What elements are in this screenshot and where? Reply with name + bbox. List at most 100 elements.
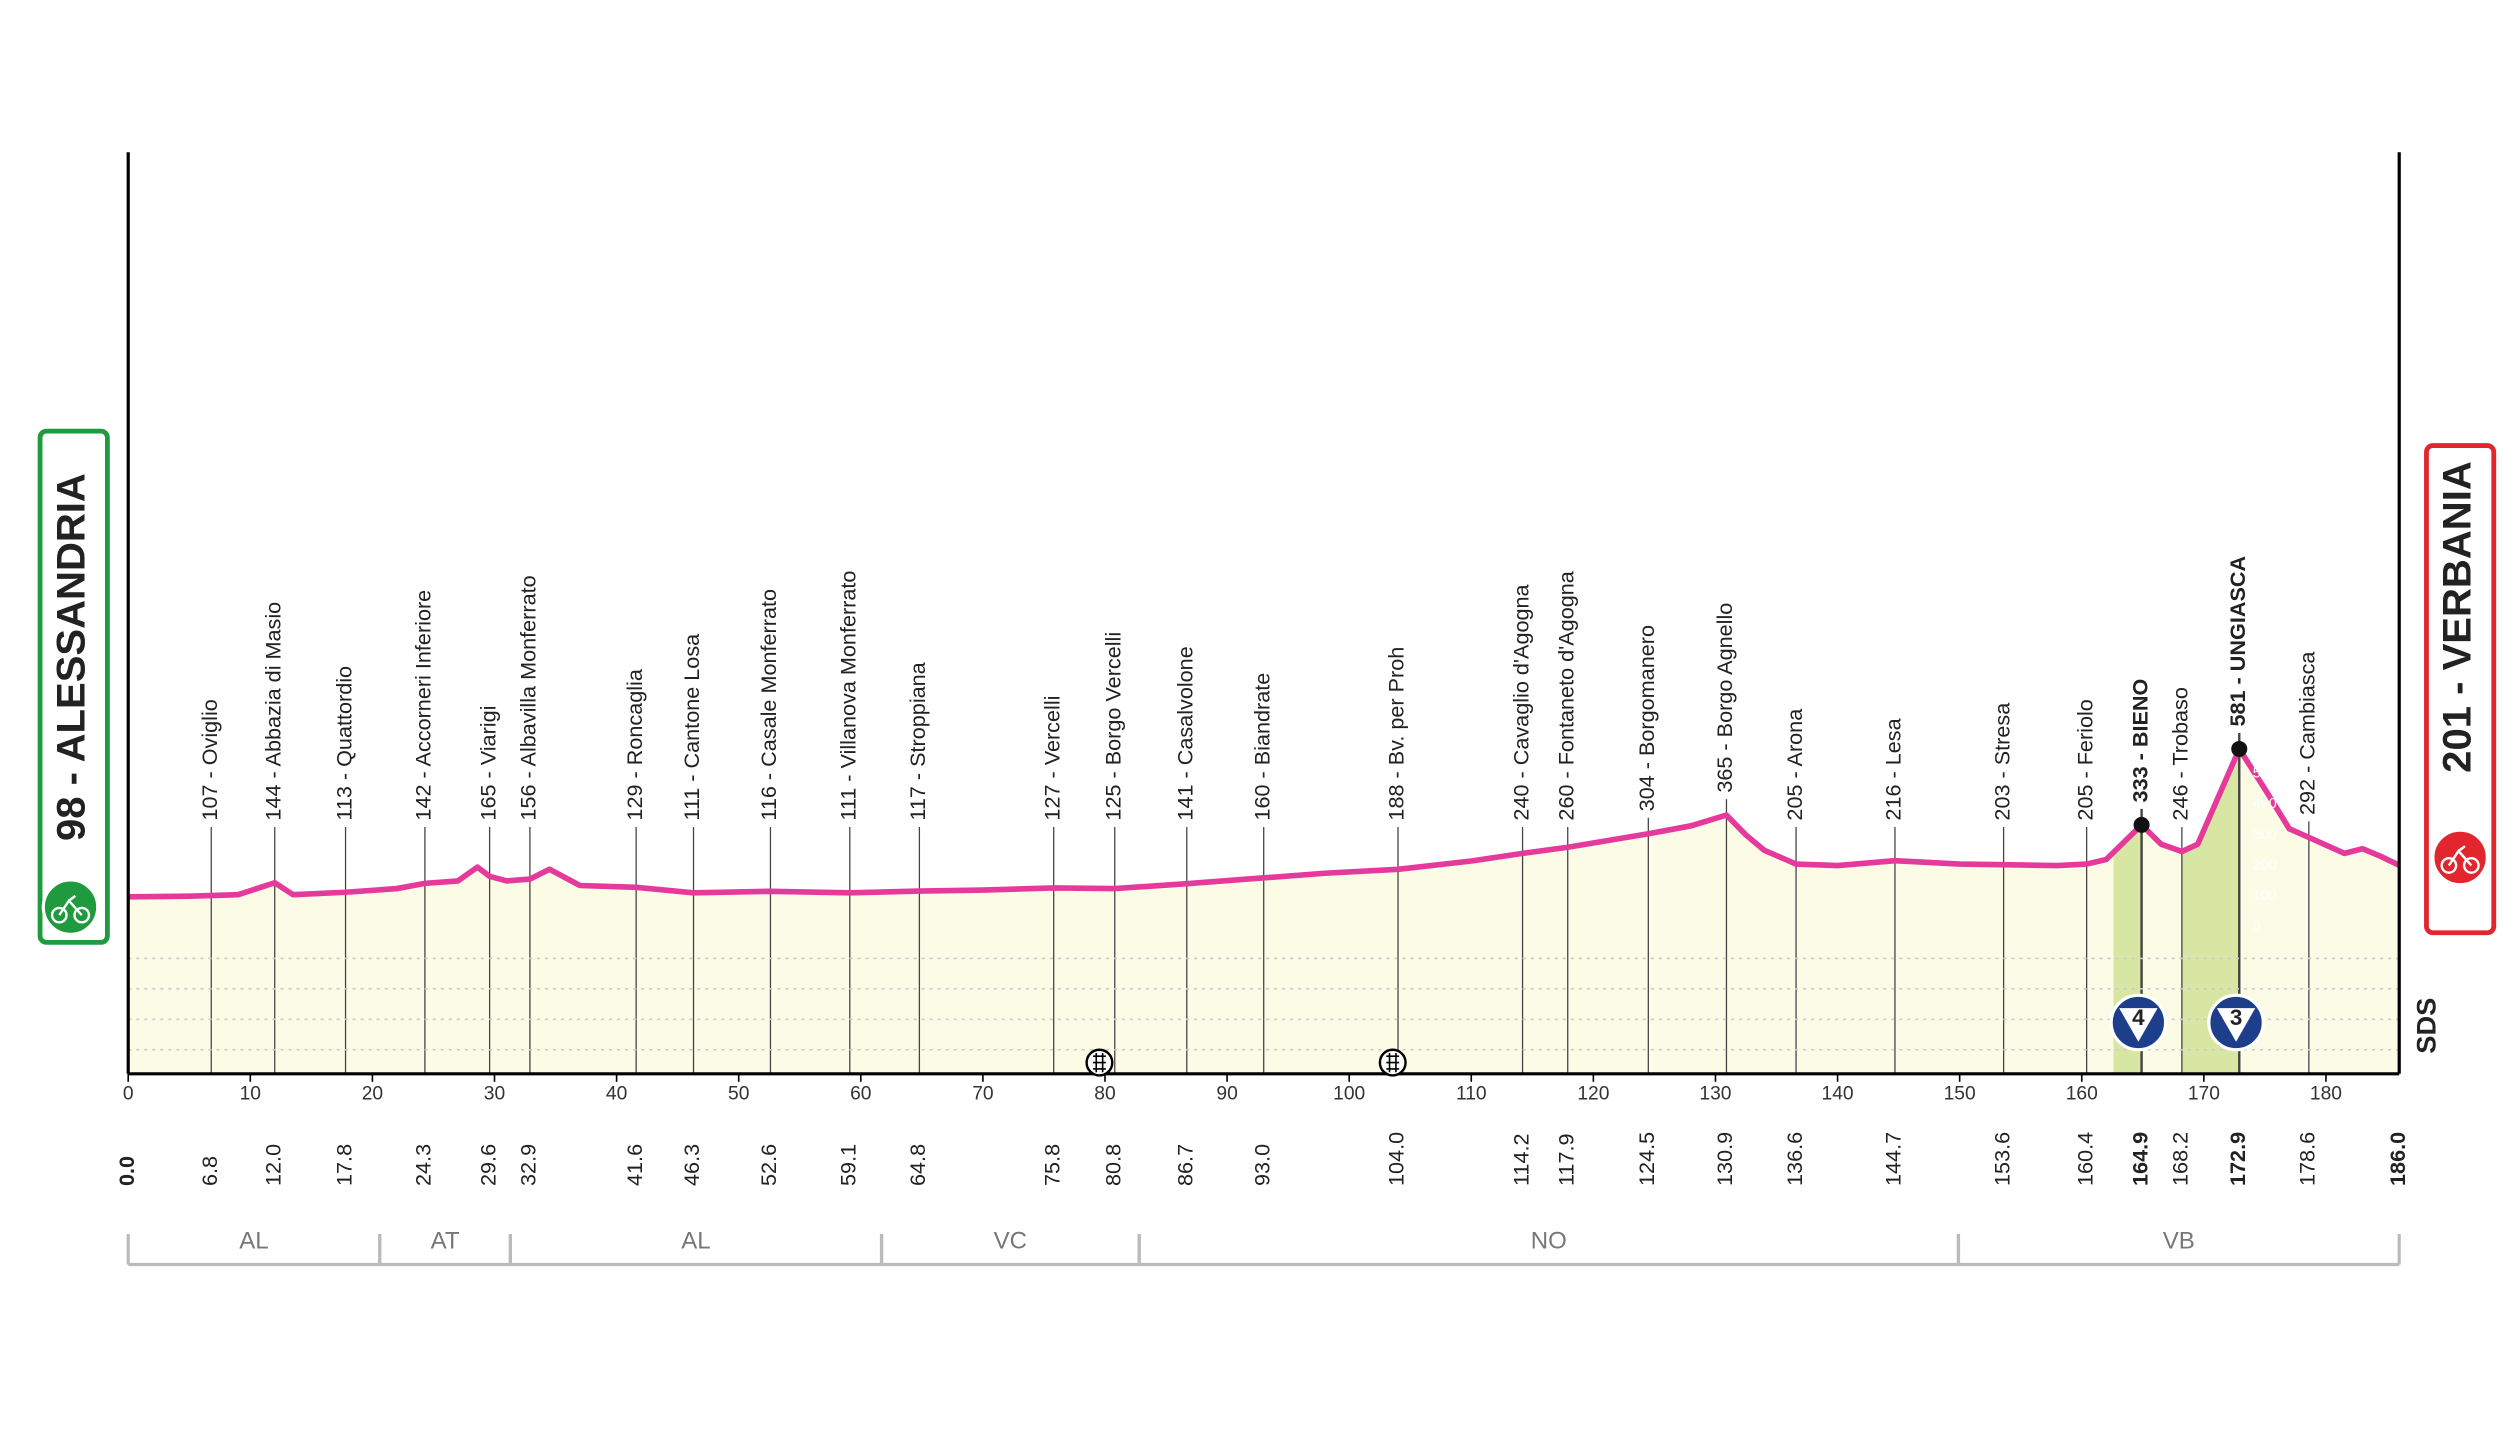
x-tick-label: 140	[1822, 1084, 1854, 1105]
logo: SDS	[2410, 998, 2441, 1054]
waypoint-label: 113 - Quattordio	[331, 666, 356, 821]
x-tick-label: 120	[1577, 1084, 1609, 1105]
x-tick-label: 150	[1944, 1084, 1976, 1105]
waypoint-label: 117 - Stroppiana	[905, 661, 930, 820]
y-tick-label: 0	[2253, 919, 2261, 935]
x-tick-label: 100	[1333, 1084, 1365, 1105]
km-label: 136.6	[1782, 1132, 1807, 1186]
km-label: 160.4	[2072, 1132, 2097, 1186]
climb-area	[2181, 748, 2240, 1074]
waypoint-label: 292 - Cambiasca	[2295, 651, 2320, 815]
x-tick-label: 30	[484, 1084, 505, 1105]
climb-badge-triangle	[2119, 1008, 2158, 1042]
start-label: 98 - ALESSANDRIA	[49, 473, 93, 841]
km-label: 114.2	[1508, 1133, 1533, 1186]
y-tick-label: 400	[2253, 796, 2277, 812]
waypoint-label: 160 - Biandrate	[1249, 673, 1274, 821]
km-label: 104.0	[1384, 1132, 1409, 1186]
waypoint-label: 205 - Arona	[1782, 708, 1807, 821]
profile-line	[128, 746, 2401, 900]
y-tick-label: 200	[2253, 857, 2277, 873]
waypoint-label: 129 - Roncaglia	[622, 668, 647, 820]
x-tick-label: 180	[2310, 1084, 2342, 1105]
km-label: 32.9	[516, 1144, 541, 1186]
km-label: 46.3	[679, 1144, 704, 1186]
waypoint-label: 127 - Vercelli	[1039, 696, 1064, 821]
waypoint-label: 165 - Viarigi	[475, 706, 500, 821]
x-tick-label: 90	[1216, 1084, 1237, 1105]
y-tick-label: 500	[2253, 766, 2277, 782]
x-tick-label: 20	[362, 1084, 383, 1105]
waypoint-label: 111 - Cantone Losa	[679, 633, 704, 821]
x-tick-label: 70	[972, 1084, 993, 1105]
km-label: 93.0	[1249, 1144, 1274, 1186]
x-tick-label: 110	[1456, 1084, 1487, 1105]
waypoint-label: 156 - Albavilla Monferrato	[516, 575, 541, 820]
waypoint-label: 246 - Trobaso	[2168, 687, 2193, 820]
x-tick-label: 170	[2188, 1084, 2220, 1105]
waypoint-label: 141 - Casalvolone	[1173, 646, 1198, 820]
km-label: 24.3	[411, 1144, 436, 1186]
km-label: 64.8	[905, 1144, 930, 1186]
km-label: 12.0	[260, 1144, 285, 1186]
waypoint-label: 125 - Borgo Vercelli	[1100, 632, 1125, 821]
climb-category: 4	[2132, 1005, 2145, 1030]
start-icon	[41, 878, 100, 936]
km-label: 29.6	[475, 1144, 500, 1186]
y-tick-label: 100	[2253, 888, 2277, 904]
grid	[128, 957, 2400, 1051]
km-label: 41.6	[622, 1144, 647, 1186]
x-tick-label: 160	[2066, 1084, 2098, 1105]
km-label: 6.8	[197, 1156, 222, 1186]
finish-label: 201 - VERBANIA	[2436, 461, 2480, 773]
region-label: AL	[681, 1227, 710, 1254]
km-label: 86.7	[1173, 1144, 1198, 1186]
waypoint-label: 203 - Stresa	[1989, 702, 2014, 821]
km-label: 144.7	[1881, 1132, 1906, 1186]
start-box	[37, 428, 110, 945]
waypoint-label: 240 - Cavaglio d'Agogna	[1508, 583, 1533, 820]
km-label: 75.8	[1039, 1144, 1064, 1186]
waypoint-label: 260 - Fontaneto d'Agogna	[1553, 570, 1578, 820]
region-label: VC	[994, 1227, 1027, 1254]
waypoint-label: 111 - Villanova Monferrato	[836, 571, 861, 821]
x-tick-label: 50	[728, 1084, 749, 1105]
km-label: 168.2	[2168, 1132, 2193, 1186]
foreground: 0 100 200 300 400 500	[128, 740, 2401, 935]
waypoint-label: 107 - Oviglio	[197, 699, 222, 820]
km-label: 52.6	[756, 1144, 781, 1186]
waypoint-label: 142 - Accorneri Inferiore	[411, 590, 436, 821]
waypoint-label: 581 - UNGIASCA	[2225, 556, 2250, 727]
region-label: NO	[1531, 1227, 1567, 1254]
x-tick-label: 10	[240, 1084, 261, 1105]
waypoint-label: 144 - Abbazia di Masio	[260, 602, 285, 821]
climb-badge-triangle	[2216, 1008, 2256, 1042]
x-tick-label: 40	[606, 1084, 627, 1105]
km-label: 172.9	[2225, 1132, 2250, 1186]
km-label: 164.9	[2127, 1132, 2152, 1186]
x-tick-label: 130	[1699, 1084, 1731, 1105]
summit-dot	[2133, 816, 2150, 833]
km-label: 117.9	[1553, 1133, 1578, 1186]
climb-category: 3	[2230, 1005, 2242, 1030]
km-label: 59.1	[836, 1144, 861, 1186]
finish-icon	[2431, 828, 2489, 887]
km-label: 130.9	[1712, 1132, 1737, 1186]
km-label: 178.6	[2295, 1132, 2320, 1186]
km-label: 153.6	[1989, 1132, 2014, 1186]
y-tick-label: 300	[2253, 827, 2277, 843]
km-label: 17.8	[331, 1144, 356, 1186]
summit-dot	[2231, 740, 2248, 757]
waypoint-label: 365 - Borgo Agnello	[1712, 603, 1737, 793]
waypoint-label: 304 - Borgomanero	[1634, 625, 1659, 811]
waypoint-label: 216 - Lesa	[1881, 717, 1906, 820]
finish-box	[2424, 443, 2497, 936]
waypoint-label: 205 - Feriolo	[2072, 699, 2097, 820]
waypoint-label: 333 - BIENO	[2127, 679, 2152, 803]
region-label: VB	[2163, 1227, 2195, 1254]
km-label: 0.0	[114, 1156, 139, 1186]
sprint-marker	[1085, 1048, 1114, 1077]
waypoint-label: 188 - Bv. per Proh	[1384, 647, 1409, 821]
